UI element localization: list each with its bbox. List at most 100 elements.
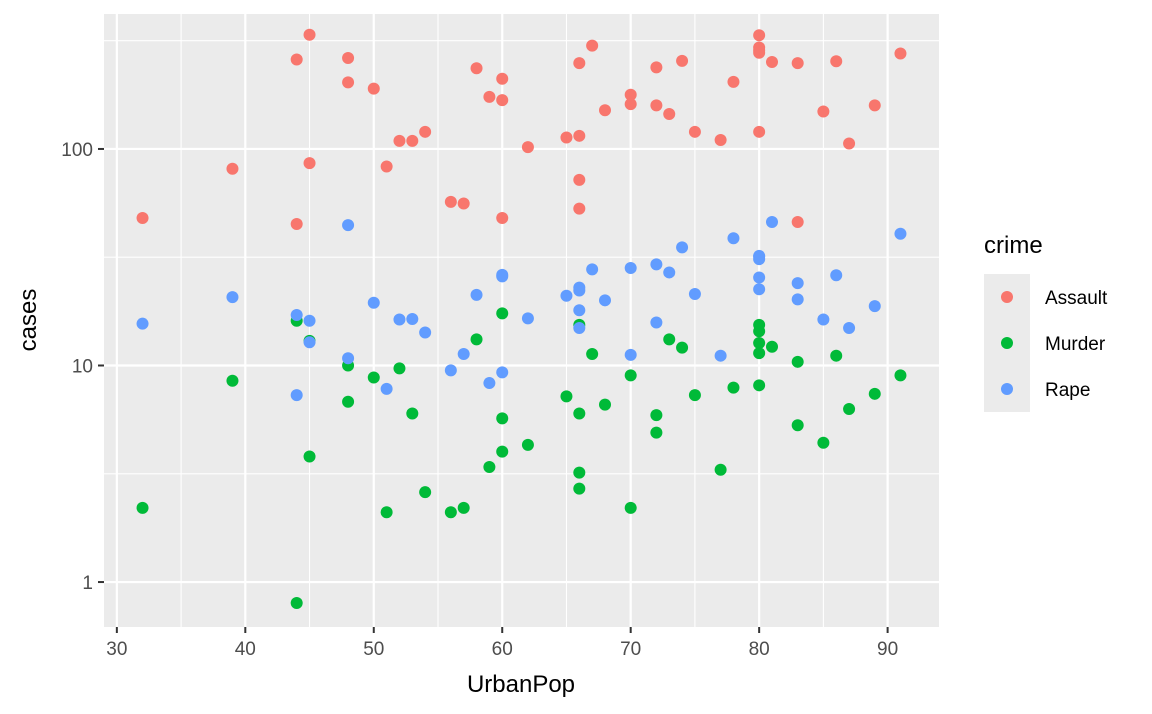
data-point-murder: [624, 369, 637, 382]
x-tick-label: 80: [749, 639, 770, 660]
legend: crime Assault Murder Rape: [984, 232, 1108, 412]
data-point-rape: [586, 263, 599, 276]
data-point-rape: [573, 281, 586, 294]
data-point-assault: [444, 195, 457, 208]
data-point-murder: [663, 333, 676, 346]
x-tick-label: 30: [106, 639, 127, 660]
data-point-murder: [367, 371, 380, 384]
data-point-assault: [573, 173, 586, 186]
data-point-rape: [791, 277, 804, 290]
data-point-murder: [894, 369, 907, 382]
data-point-assault: [573, 202, 586, 215]
data-point-rape: [444, 364, 457, 377]
data-point-murder: [573, 482, 586, 495]
data-point-murder: [676, 341, 689, 354]
data-point-assault: [483, 90, 496, 103]
data-point-rape: [714, 349, 727, 362]
data-point-rape: [521, 312, 534, 325]
x-tick-label: 70: [620, 639, 641, 660]
data-point-rape: [817, 313, 830, 326]
data-point-rape: [380, 382, 393, 395]
data-point-assault: [290, 218, 303, 231]
legend-key-assault: [1001, 291, 1013, 303]
x-tick-label: 60: [492, 639, 513, 660]
data-point-rape: [290, 309, 303, 322]
data-point-rape: [624, 262, 637, 275]
data-point-assault: [496, 72, 509, 85]
data-point-assault: [624, 98, 637, 111]
data-point-assault: [599, 104, 611, 117]
data-point-rape: [753, 283, 766, 296]
data-point-assault: [676, 54, 689, 67]
data-point-murder: [226, 374, 239, 387]
panel-background: [104, 14, 939, 627]
data-point-assault: [766, 56, 778, 69]
data-point-murder: [753, 337, 766, 350]
legend-keys: Assault Murder Rape: [984, 274, 1108, 412]
data-point-murder: [342, 395, 355, 408]
legend-label-murder: Murder: [1045, 334, 1106, 355]
data-point-rape: [573, 304, 586, 317]
data-point-murder: [766, 340, 778, 353]
data-point-murder: [714, 463, 727, 476]
data-point-murder: [290, 597, 303, 610]
data-point-murder: [470, 333, 483, 346]
data-point-murder: [393, 362, 406, 375]
data-point-murder: [496, 307, 509, 320]
legend-title: crime: [984, 232, 1043, 259]
data-point-assault: [663, 108, 676, 121]
legend-key-rape: [1001, 383, 1013, 395]
data-point-murder: [817, 436, 830, 449]
data-point-assault: [791, 215, 804, 228]
data-point-murder: [457, 501, 470, 514]
data-point-assault: [560, 131, 573, 144]
data-point-murder: [303, 450, 316, 463]
data-point-murder: [406, 407, 419, 420]
data-point-assault: [573, 57, 586, 70]
data-point-assault: [791, 57, 804, 70]
data-point-murder: [599, 398, 611, 411]
data-point-rape: [843, 321, 856, 334]
grid-major: [104, 14, 939, 627]
data-point-assault: [753, 29, 766, 42]
x-axis: 30 40 50 60 70 80 90: [106, 627, 898, 660]
data-point-assault: [521, 141, 534, 154]
data-point-rape: [599, 294, 611, 307]
data-point-rape: [483, 377, 496, 390]
data-point-murder: [586, 348, 599, 361]
data-point-rape: [894, 227, 907, 240]
data-point-rape: [367, 296, 380, 309]
data-point-assault: [303, 157, 316, 170]
data-point-murder: [727, 381, 740, 394]
data-point-assault: [393, 134, 406, 147]
data-point-rape: [496, 366, 509, 379]
data-point-assault: [650, 61, 663, 74]
data-point-assault: [714, 133, 727, 146]
data-point-assault: [303, 28, 316, 41]
data-point-murder: [868, 387, 881, 400]
data-point-rape: [830, 269, 843, 282]
data-point-murder: [650, 409, 663, 422]
data-point-murder: [573, 407, 586, 420]
data-point-murder: [753, 379, 766, 392]
x-axis-title: UrbanPop: [467, 671, 575, 698]
x-tick-label: 50: [363, 639, 384, 660]
data-point-rape: [226, 291, 239, 304]
y-tick-label: 1: [82, 573, 93, 594]
data-point-assault: [573, 129, 586, 142]
data-point-murder: [830, 349, 843, 362]
data-point-assault: [688, 125, 701, 138]
data-point-assault: [470, 62, 483, 75]
data-point-rape: [650, 316, 663, 329]
data-point-assault: [650, 99, 663, 112]
legend-key-murder: [1001, 337, 1013, 349]
data-point-rape: [290, 389, 303, 402]
data-point-rape: [560, 289, 573, 302]
data-point-rape: [753, 271, 766, 284]
data-point-murder: [380, 506, 393, 519]
data-point-murder: [791, 355, 804, 368]
data-point-assault: [894, 47, 907, 60]
data-point-assault: [367, 82, 380, 95]
data-point-assault: [342, 76, 355, 89]
